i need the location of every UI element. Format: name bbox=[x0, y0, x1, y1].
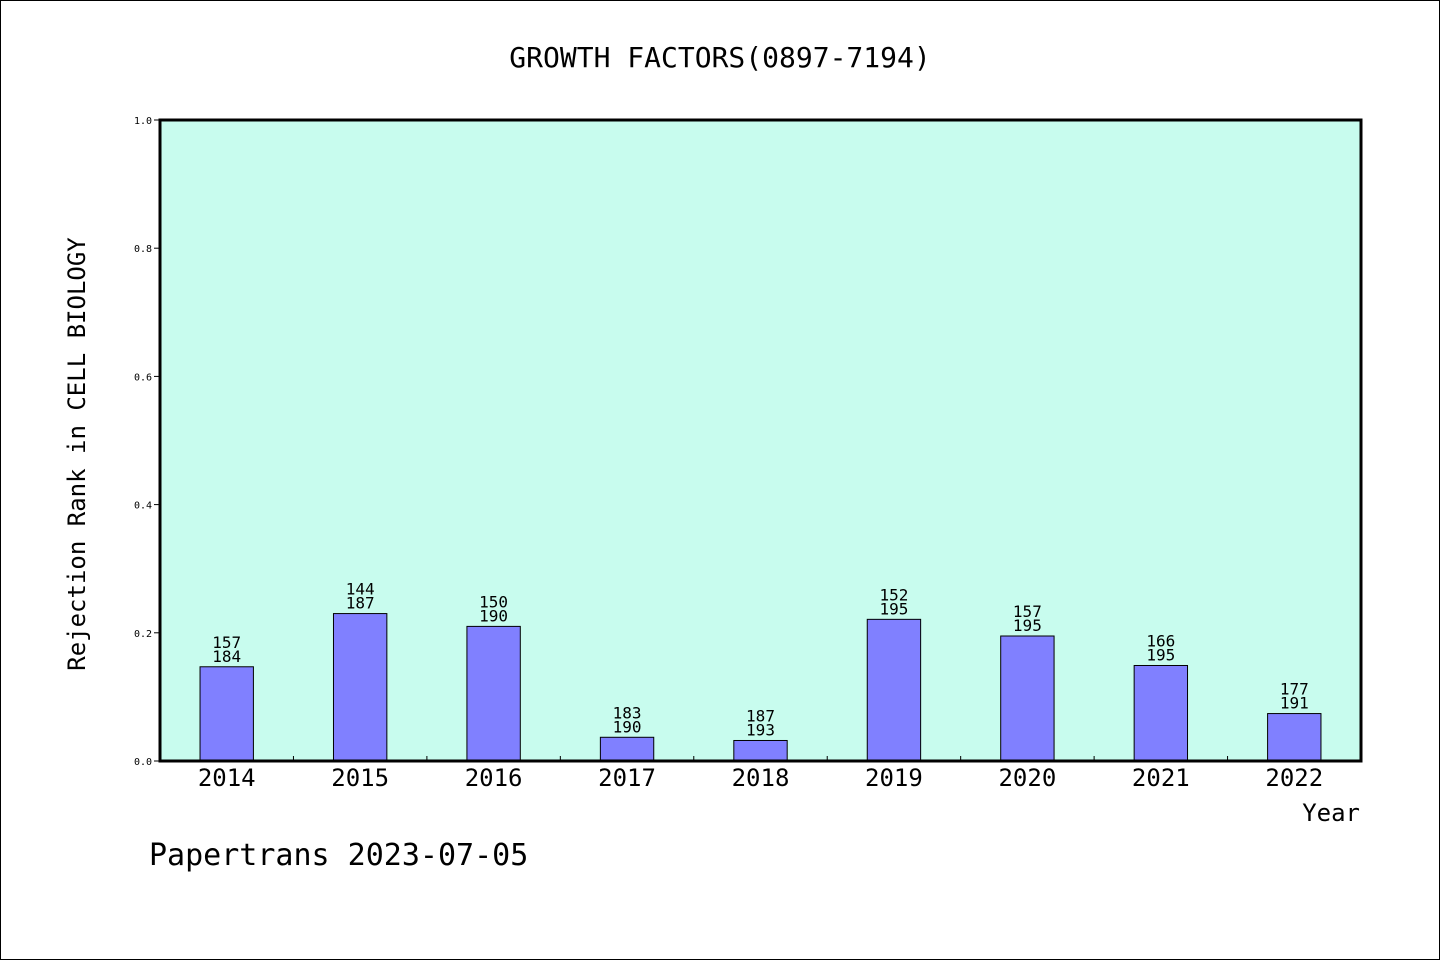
bar-label-bottom: 190 bbox=[479, 606, 508, 625]
y-axis-label: Rejection Rank in CELL BIOLOGY bbox=[63, 237, 91, 671]
bar-label-top: 157 bbox=[1013, 602, 1042, 621]
x-tick-label: 2020 bbox=[998, 764, 1056, 792]
bar-label-bottom: 187 bbox=[346, 594, 375, 613]
bar-label-top: 177 bbox=[1280, 680, 1309, 699]
y-tick-label: 0.4 bbox=[134, 501, 152, 512]
bar-2019 bbox=[866, 618, 922, 762]
bar-2022 bbox=[1267, 713, 1322, 762]
x-tick-label: 2017 bbox=[598, 764, 656, 792]
bar-label-top: 166 bbox=[1146, 631, 1175, 650]
x-tick-label: 2019 bbox=[865, 764, 923, 792]
x-tick-label: 2014 bbox=[198, 764, 256, 792]
x-tick-label: 2018 bbox=[732, 764, 790, 792]
bar-label-top: 152 bbox=[879, 585, 908, 604]
bar-label-bottom: 195 bbox=[1146, 645, 1175, 664]
bar-2017 bbox=[599, 736, 655, 762]
y-tick-label: 0.8 bbox=[134, 244, 152, 255]
bar-2021 bbox=[1133, 664, 1189, 762]
bars bbox=[199, 613, 1322, 762]
bar-label-bottom: 195 bbox=[1013, 616, 1042, 635]
y-tick-label: 1.0 bbox=[134, 116, 152, 127]
bar-2015 bbox=[332, 613, 388, 762]
bar-2014 bbox=[199, 666, 254, 762]
bar-label-bottom: 193 bbox=[746, 720, 775, 739]
footer-credit: Papertrans 2023-07-05 bbox=[149, 838, 528, 873]
y-axis: 0.0 0.2 0.4 0.6 0.8 1.0 bbox=[134, 116, 160, 768]
bar-label-top: 187 bbox=[746, 706, 775, 725]
y-tick-label: 0.6 bbox=[134, 372, 152, 383]
bar-2018 bbox=[733, 739, 788, 762]
x-tick-label: 2022 bbox=[1265, 764, 1323, 792]
bar-label-bottom: 184 bbox=[212, 647, 241, 666]
bar-label-bottom: 191 bbox=[1280, 694, 1309, 713]
chart-title: GROWTH FACTORS(0897-7194) bbox=[509, 41, 930, 74]
y-tick-label: 0.2 bbox=[134, 629, 152, 640]
x-tick-label: 2016 bbox=[465, 764, 523, 792]
x-axis: 2014 2015 2016 2017 2018 2019 2020 2021 2022 bbox=[198, 756, 1323, 792]
plot-border bbox=[158, 118, 1363, 763]
bar-label-top: 183 bbox=[613, 703, 642, 722]
x-axis-label: Year bbox=[1302, 799, 1360, 827]
bar-2016 bbox=[466, 625, 521, 762]
bar-2020 bbox=[1000, 635, 1055, 762]
bar-label-bottom: 195 bbox=[879, 599, 908, 618]
bar-label-top: 157 bbox=[212, 633, 241, 652]
y-tick-label: 0.0 bbox=[134, 757, 152, 768]
bar-label-top: 144 bbox=[346, 580, 375, 599]
bar-label-bottom: 190 bbox=[613, 717, 642, 736]
x-tick-label: 2021 bbox=[1132, 764, 1190, 792]
x-tick-label: 2015 bbox=[331, 764, 389, 792]
bar-label-top: 150 bbox=[479, 592, 508, 611]
